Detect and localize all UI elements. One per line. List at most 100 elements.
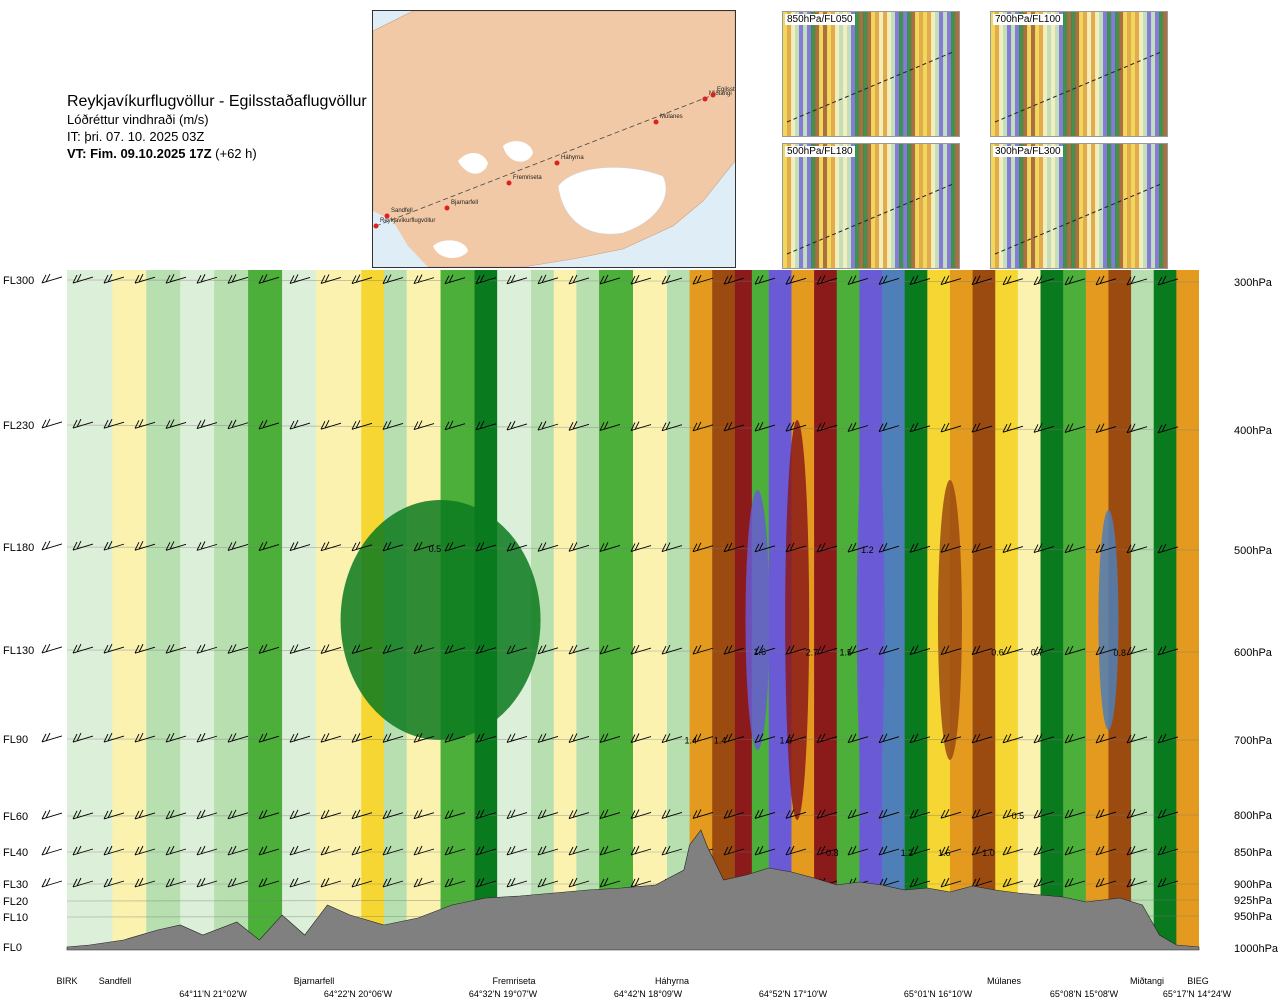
location-label: BIRK <box>56 976 77 986</box>
barb-flag <box>1161 877 1167 887</box>
thumbnail-pattern <box>891 144 896 268</box>
barb-shaft <box>351 422 373 430</box>
barb-flag <box>913 422 919 431</box>
barb-flag <box>913 809 919 818</box>
thumbnail-pattern <box>1071 12 1076 136</box>
barb-flag <box>1006 733 1012 743</box>
thumbnail-pattern <box>939 12 944 136</box>
thumbnail-pattern <box>1135 144 1140 268</box>
route-markers: Reykjavíkurflugvöllur Sandfell Bjarnarfell… <box>373 87 735 229</box>
barb-shaft <box>103 421 125 429</box>
barb-flag <box>816 846 822 856</box>
wind-barb <box>599 644 621 655</box>
thumbnail-pattern <box>795 12 800 136</box>
barb-flag <box>541 809 547 818</box>
barb-shaft <box>413 880 435 888</box>
barb-flag <box>541 733 547 742</box>
barb-flag <box>878 543 884 553</box>
barb-shaft <box>1126 648 1148 656</box>
wind-barb <box>320 419 342 430</box>
barb-shaft <box>971 648 993 656</box>
wind-barb <box>599 733 621 743</box>
barb-flag <box>754 276 760 285</box>
barb-flag <box>1033 846 1039 856</box>
wind-barb <box>847 733 869 744</box>
wind-barb <box>754 542 776 553</box>
thumbnail-pattern <box>811 12 816 136</box>
thumbnail-pattern <box>883 12 888 136</box>
wind-barb <box>909 422 931 433</box>
barb-flag <box>45 418 51 428</box>
color-band <box>67 270 113 950</box>
barb-flag <box>448 541 454 551</box>
barb-flag <box>1006 808 1012 818</box>
barb-shaft <box>1033 848 1055 856</box>
wind-barb <box>506 733 528 743</box>
barb-shaft <box>630 736 652 743</box>
barb-flag <box>661 810 667 819</box>
wind-barb <box>196 877 218 888</box>
thumbnail-pattern <box>951 144 956 268</box>
color-band <box>1108 270 1132 950</box>
thumbnail-300hpa[interactable]: 300hPa/FL300 <box>990 143 1168 269</box>
value-label: 1.4 <box>684 736 697 746</box>
barb-flag <box>537 810 543 819</box>
barb-flag <box>1002 878 1008 888</box>
barb-flag <box>1037 645 1043 654</box>
wind-barb <box>816 422 838 432</box>
wind-barb <box>475 809 497 820</box>
wind-barb <box>165 809 187 820</box>
barb-flag <box>630 846 636 856</box>
barb-flag <box>882 877 888 887</box>
hpa-tick-label: 700hPa <box>1234 735 1273 747</box>
wind-barb <box>878 733 900 744</box>
wind-barb <box>103 643 125 654</box>
barb-flag <box>847 543 853 553</box>
color-band <box>768 270 793 950</box>
barb-flag <box>754 543 760 553</box>
barb-shaft <box>599 647 621 655</box>
barb-flag <box>1006 645 1012 654</box>
wind-barb <box>41 732 63 743</box>
barb-shaft <box>1157 426 1179 434</box>
barb-flag <box>909 810 915 819</box>
barb-flag <box>382 810 388 819</box>
thumbnail-pattern <box>919 12 924 136</box>
barb-flag <box>45 540 51 550</box>
barb-flag <box>231 541 237 550</box>
thumbnail-700hpa[interactable]: 700hPa/FL100 <box>990 11 1168 137</box>
barb-shaft <box>165 646 187 654</box>
barb-flag <box>262 541 268 550</box>
barb-flag <box>231 809 237 819</box>
thumbnail-pattern <box>899 144 904 268</box>
barb-shaft <box>816 647 838 655</box>
barb-shaft <box>847 736 869 744</box>
barb-flag <box>940 276 946 285</box>
wind-barb <box>1002 845 1024 856</box>
barb-shaft <box>878 425 900 433</box>
barb-flag <box>754 422 760 432</box>
barb-flag <box>723 810 729 819</box>
barb-flag <box>1099 423 1105 432</box>
wind-barb <box>847 809 869 819</box>
wind-barb <box>630 644 652 655</box>
barb-flag <box>665 421 671 430</box>
barb-flag <box>1126 846 1132 856</box>
barb-flag <box>1126 878 1132 888</box>
barb-shaft <box>413 277 435 285</box>
barb-flag <box>1068 733 1074 743</box>
barb-flag <box>727 845 733 855</box>
barb-shaft <box>196 276 218 284</box>
coordinate-label: 64°52'N 17°10'W <box>759 989 828 999</box>
barb-flag <box>413 846 419 856</box>
thumbnail-pattern <box>1111 12 1116 136</box>
barb-flag <box>76 273 82 283</box>
thumbnail-500hpa[interactable]: 500hPa/FL180 <box>782 143 960 269</box>
barb-flag <box>76 809 82 819</box>
barb-shaft <box>723 647 745 655</box>
thumbnail-850hpa[interactable]: 850hPa/FL050 <box>782 11 960 137</box>
barb-shaft <box>971 278 993 286</box>
wind-barb <box>785 845 807 856</box>
barb-flag <box>138 809 144 819</box>
barb-flag <box>1002 544 1008 553</box>
